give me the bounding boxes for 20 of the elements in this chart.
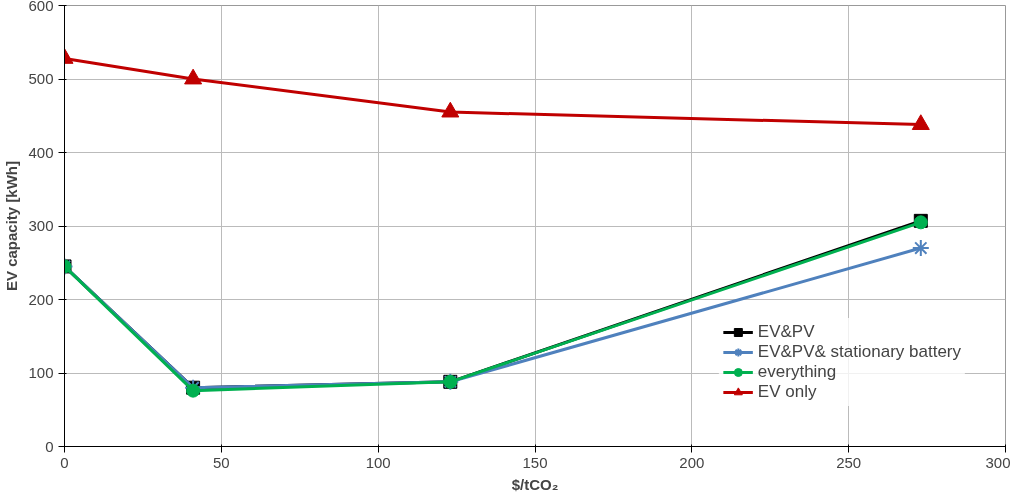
x-tick-label: 50 bbox=[212, 453, 230, 471]
x-axis-title: $/tCO₂ bbox=[511, 475, 559, 493]
y-tick-label: 500 bbox=[28, 70, 54, 87]
y-tick-label: 600 bbox=[28, 0, 54, 14]
x-tick-label: 200 bbox=[679, 453, 705, 471]
legend-label: EV&PV bbox=[757, 322, 815, 342]
y-tick-label: 100 bbox=[28, 364, 54, 381]
y-tick-label: 200 bbox=[28, 290, 54, 308]
legend-label: EV only bbox=[757, 382, 817, 402]
y-tick-label: 300 bbox=[28, 217, 54, 234]
legend-label: EV&PV& stationary battery bbox=[757, 342, 961, 362]
y-tick-label: 400 bbox=[28, 143, 54, 161]
y-axis-title: EV capacity [kWh] bbox=[3, 160, 21, 292]
x-tick-label: 250 bbox=[836, 453, 862, 471]
x-tick-label: 0 bbox=[60, 453, 69, 471]
y-tick-label: 0 bbox=[45, 437, 54, 455]
x-tick-label: 150 bbox=[522, 453, 548, 471]
x-tick-label: 100 bbox=[365, 453, 391, 471]
x-tick-label: 300 bbox=[985, 453, 1011, 471]
legend-label: everything bbox=[757, 362, 837, 382]
